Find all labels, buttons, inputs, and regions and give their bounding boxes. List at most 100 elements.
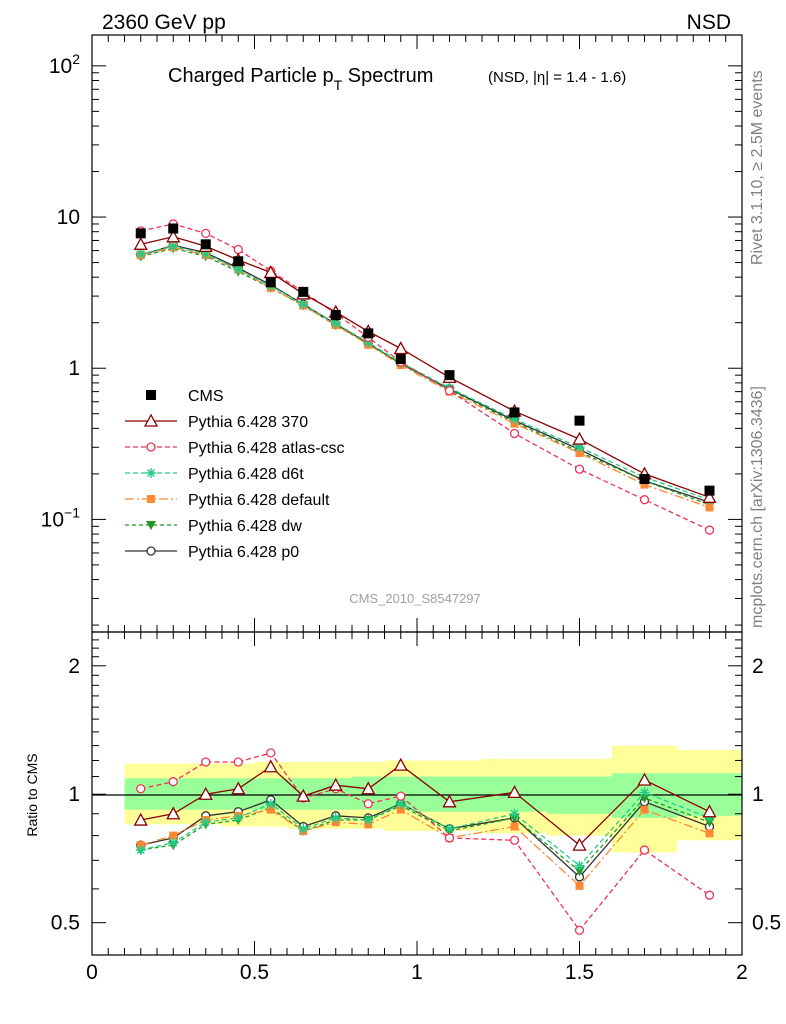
ratio-point-atlas: [201, 757, 211, 767]
data-point-cms: [395, 354, 406, 365]
legend-item-dw: Pythia 6.428 dw: [125, 518, 302, 535]
data-point-atlas: [444, 386, 455, 396]
ratio-point-atlas: [363, 799, 373, 809]
ratio-point-default: [169, 831, 178, 840]
data-point-atlas: [639, 495, 650, 505]
ratio-line-p370: [140, 764, 710, 846]
data-point-cms: [574, 415, 585, 426]
legend-item-default: Pythia 6.428 default: [125, 492, 330, 509]
ratio-point-default: [705, 829, 714, 838]
ratio-series-d6t: [135, 787, 715, 871]
series-p370: [133, 229, 717, 503]
data-point-atlas: [574, 464, 585, 474]
ratio-point-d6t: [233, 812, 244, 823]
data-point-d6t: [509, 414, 520, 425]
legend: CMS Pythia 6.428 370 Pythia 6.428 atlas-cs…: [125, 388, 345, 561]
data-point-cms: [363, 328, 374, 339]
ratio-point-p370: [231, 781, 246, 795]
legend-marker-atlas: [146, 442, 156, 452]
ratio-point-d6t: [330, 812, 341, 823]
data-point-atlas: [704, 525, 715, 535]
ratio-series-p370: [133, 757, 717, 851]
ratio-series-layer: [133, 748, 717, 935]
ratio-point-atlas: [574, 925, 585, 935]
y-tick-label: 10−1: [41, 504, 81, 531]
main-panel-frame: [91, 34, 743, 633]
ratio-point-d6t: [444, 823, 455, 834]
analysis-watermark: CMS_2010_S8547297: [349, 591, 481, 606]
series-line-atlas: [140, 223, 710, 531]
ratio-point-d6t: [168, 837, 179, 848]
data-point-p370: [702, 489, 717, 503]
y-tick-label: 10: [57, 206, 80, 229]
ratio-point-atlas: [396, 791, 406, 801]
data-point-d6t: [330, 318, 341, 329]
x-tick-label: 1: [411, 961, 423, 984]
rivet-version-label: Rivet 3.1.10, ≥ 2.5M events: [749, 70, 766, 265]
ratio-y-tick-label: 2: [68, 655, 80, 678]
ratio-y-tick-label-right: 1: [752, 783, 764, 806]
ratio-point-d6t: [200, 817, 211, 828]
ratio-point-p370: [572, 837, 587, 851]
data-point-cms: [639, 474, 650, 485]
ratio-point-atlas: [136, 784, 146, 794]
ratio-point-p370: [393, 757, 408, 771]
legend-item-atlas: Pythia 6.428 atlas-csc: [125, 440, 345, 457]
data-point-p370: [166, 229, 181, 243]
data-point-cms: [444, 370, 455, 381]
data-point-d6t: [168, 241, 179, 252]
header-energy-label: 2360 GeV pp: [102, 11, 226, 34]
ratio-line-default: [140, 808, 710, 887]
legend-label-p0: Pythia 6.428 p0: [188, 544, 299, 561]
x-tick-label: 2: [736, 961, 748, 984]
data-point-atlas: [509, 428, 520, 439]
ratio-point-p370: [328, 777, 343, 791]
legend-item-d6t: Pythia 6.428 d6t: [125, 466, 304, 483]
x-tick-label: 1.5: [565, 961, 594, 984]
chart-title-main: Charged Particle p: [168, 65, 334, 87]
ratio-point-d6t: [639, 787, 650, 798]
ratio-point-p370: [198, 786, 213, 800]
x-tick-label: 0.5: [240, 961, 269, 984]
uncertainty-band-inner: [124, 778, 157, 810]
ratio-point-default: [396, 805, 405, 814]
ratio-point-d6t: [265, 798, 276, 809]
data-point-cms: [509, 407, 520, 418]
legend-marker-p0: [146, 546, 156, 556]
data-point-cms: [135, 228, 146, 239]
ratio-point-d6t: [298, 823, 309, 834]
ratio-point-atlas: [444, 833, 455, 843]
ratio-line-atlas: [140, 752, 710, 932]
data-point-default: [640, 480, 649, 489]
series-line-default: [140, 246, 710, 509]
legend-label-dw: Pythia 6.428 dw: [188, 518, 302, 535]
x-tick-label: 0: [86, 961, 98, 984]
ratio-line-p0: [140, 799, 710, 878]
series-line-p370: [140, 236, 710, 498]
data-point-default: [575, 448, 584, 457]
y-tick-label: 1: [68, 357, 80, 380]
data-point-d6t: [363, 337, 374, 348]
main-panel: 102 10 1 10−1: [41, 34, 743, 633]
ratio-y-tick-label: 1: [68, 783, 80, 806]
data-point-cms: [330, 309, 341, 320]
ratio-point-p370: [166, 806, 181, 820]
legend-marker-p370: [143, 413, 159, 427]
data-point-cms: [265, 277, 276, 288]
ratio-y-axis-label: Ratio to CMS: [24, 753, 40, 836]
data-point-cms: [168, 223, 179, 234]
ratio-point-atlas: [168, 777, 178, 787]
ratio-point-atlas: [704, 890, 715, 900]
ratio-y-tick-label: 0.5: [51, 912, 80, 935]
ratio-point-d6t: [509, 808, 520, 819]
data-point-cms: [298, 286, 309, 297]
legend-marker-d6t: [146, 468, 156, 478]
ratio-point-default: [266, 805, 275, 814]
ratio-point-default: [510, 822, 519, 831]
ratio-line-dw: [140, 797, 710, 873]
legend-label-p370: Pythia 6.428 370: [188, 414, 308, 431]
ratio-point-d6t: [704, 812, 715, 823]
legend-marker-cms: [146, 390, 156, 400]
ratio-point-atlas: [233, 757, 243, 767]
legend-label-d6t: Pythia 6.428 d6t: [188, 466, 304, 483]
